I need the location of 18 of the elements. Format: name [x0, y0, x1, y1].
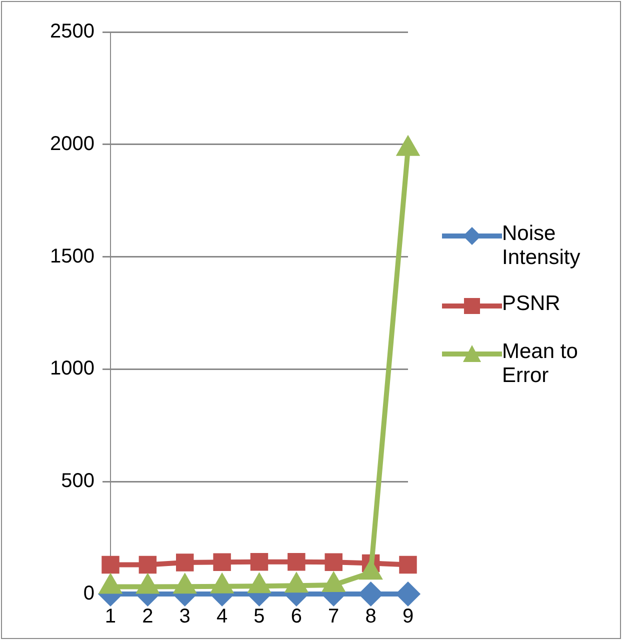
x-tick-label: 9 [402, 606, 414, 628]
legend-label: Mean to Error [502, 340, 579, 388]
y-tick-label: 500 [61, 470, 94, 492]
legend-label: Noise Intensity [502, 222, 582, 270]
x-tick-label: 6 [290, 606, 302, 628]
x-tick-label: 4 [216, 606, 228, 628]
x-tick-label: 5 [254, 606, 265, 628]
y-tick-label: 0 [83, 582, 94, 605]
x-tick-label: 1 [104, 606, 116, 628]
x-tick-label: 8 [365, 606, 376, 628]
x-tick-label: 3 [179, 606, 190, 628]
y-tick-label: 1000 [50, 358, 94, 380]
y-tick-label: 1500 [50, 245, 94, 268]
x-tick-label: 2 [142, 606, 154, 628]
legend-label: PSNR [502, 292, 560, 316]
y-tick-label: 2500 [50, 20, 94, 43]
y-tick-label: 2000 [50, 132, 94, 155]
x-tick-label: 7 [328, 606, 340, 628]
